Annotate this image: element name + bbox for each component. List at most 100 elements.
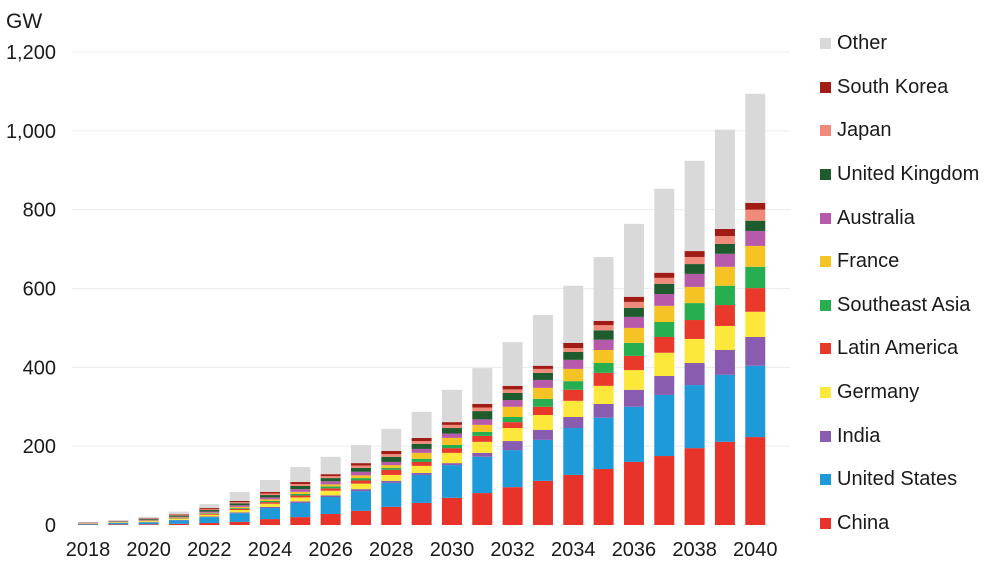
bar-segment-united-states: [78, 523, 98, 525]
bar-stack-2038: [684, 160, 705, 525]
bar-segment-japan: [532, 368, 553, 373]
bar-segment-germany: [563, 400, 584, 417]
bar-segment-japan: [684, 256, 705, 265]
bar-segment-germany: [532, 415, 553, 431]
bar-segment-united-states: [745, 365, 766, 438]
bar-segment-france: [502, 406, 523, 417]
bar-segment-southeast-asia: [381, 467, 402, 470]
bar-segment-india: [199, 516, 220, 518]
bar-segment-other: [259, 480, 280, 492]
bar-segment-latin-america: [350, 480, 371, 484]
bar-segment-germany: [745, 311, 766, 337]
bar-segment-united-kingdom: [138, 518, 159, 520]
bar-segment-china: [593, 469, 614, 525]
bar-segment-south-korea: [290, 482, 311, 485]
y-axis-label: GW: [6, 10, 42, 33]
bar-segment-southeast-asia: [654, 322, 675, 337]
bar-segment-france: [472, 424, 493, 432]
bar-segment-southeast-asia: [441, 444, 462, 449]
bar-segment-australia: [138, 519, 159, 521]
bar-segment-china: [472, 493, 493, 525]
y-tick-label: 1,200: [6, 42, 56, 64]
bar-segment-japan: [259, 493, 280, 496]
bar-segment-united-kingdom: [532, 372, 553, 380]
x-tick-label: 2018: [66, 539, 111, 561]
legend-item-france: France: [820, 240, 1000, 284]
bar-segment-india: [745, 336, 766, 366]
bar-segment-south-korea: [381, 450, 402, 455]
bar-segment-southeast-asia: [411, 458, 432, 462]
bar-segment-united-states: [411, 474, 432, 503]
x-tick-label: 2038: [672, 539, 717, 561]
bar-segment-southeast-asia: [593, 362, 614, 373]
bar-segment-australia: [472, 419, 493, 425]
legend-label: South Korea: [837, 75, 949, 98]
bar-stack-2032: [502, 342, 523, 525]
bar-segment-france: [532, 387, 553, 399]
bar-segment-australia: [714, 253, 735, 267]
legend-swatch: [820, 38, 831, 50]
x-tick-label: 2032: [490, 539, 535, 561]
bar-segment-united-states: [320, 497, 341, 514]
bar-segment-france: [320, 484, 341, 487]
bar-stack-2029: [411, 411, 432, 525]
bar-segment-south-korea: [502, 385, 523, 390]
bar-segment-other: [654, 188, 675, 273]
bar-segment-australia: [623, 316, 644, 328]
legend-label: United States: [837, 468, 958, 491]
bar-segment-united-states: [714, 374, 735, 442]
bar-segment-other: [472, 368, 493, 404]
bar-segment-china: [745, 437, 766, 525]
bar-stack-2021: [168, 511, 189, 525]
bar-segment-germany: [199, 514, 220, 517]
bar-segment-france: [714, 266, 735, 286]
bar-segment-united-kingdom: [411, 443, 432, 449]
bar-segment-latin-america: [563, 389, 584, 401]
bars: [78, 93, 766, 525]
bar-segment-other: [320, 456, 341, 475]
x-tick-label: 2036: [612, 539, 657, 561]
bar-segment-united-states: [593, 417, 614, 470]
bar-segment-india: [654, 376, 675, 395]
bar-segment-southeast-asia: [320, 486, 341, 489]
bar-segment-united-kingdom: [472, 411, 493, 420]
bar-segment-japan: [320, 476, 341, 479]
bar-segment-australia: [532, 379, 553, 388]
bar-segment-australia: [654, 294, 675, 306]
bar-segment-united-states: [350, 491, 371, 511]
legend: Other South Korea Japan United Kingdom Austr…: [820, 22, 1000, 545]
bar-segment-united-kingdom: [168, 515, 189, 517]
bar-segment-france: [411, 452, 432, 459]
bar-segment-china: [138, 524, 159, 525]
bar-segment-united-states: [229, 513, 250, 522]
bar-segment-united-kingdom: [199, 510, 220, 512]
y-tick-label: 400: [23, 357, 56, 379]
bar-segment-japan: [745, 209, 766, 221]
bar-segment-southeast-asia: [714, 285, 735, 306]
bar-segment-united-kingdom: [745, 220, 766, 231]
bar-segment-france: [745, 245, 766, 267]
bar-segment-japan: [168, 514, 189, 516]
legend-label: Southeast Asia: [837, 293, 971, 316]
legend-label: India: [837, 424, 881, 447]
bar-stack-2024: [259, 480, 280, 525]
bar-stack-2040: [745, 93, 766, 525]
legend-label: China: [837, 511, 890, 534]
y-tick-label: 800: [23, 200, 56, 222]
legend-label: France: [837, 250, 900, 273]
bar-segment-latin-america: [472, 435, 493, 442]
bar-segment-germany: [593, 385, 614, 404]
bar-segment-latin-america: [290, 495, 311, 498]
bar-segment-china: [654, 456, 675, 525]
bar-segment-other: [381, 428, 402, 451]
bar-segment-united-kingdom: [714, 243, 735, 254]
bar-segment-germany: [472, 441, 493, 453]
bar-segment-southeast-asia: [229, 508, 250, 509]
y-tick-label: 200: [23, 436, 56, 458]
legend-swatch: [820, 212, 831, 224]
bar-segment-other: [199, 504, 220, 509]
bar-stack-2018: [78, 522, 98, 525]
bar-segment-united-states: [441, 465, 462, 498]
bar-stack-2037: [654, 188, 675, 525]
bar-segment-other: [290, 467, 311, 483]
